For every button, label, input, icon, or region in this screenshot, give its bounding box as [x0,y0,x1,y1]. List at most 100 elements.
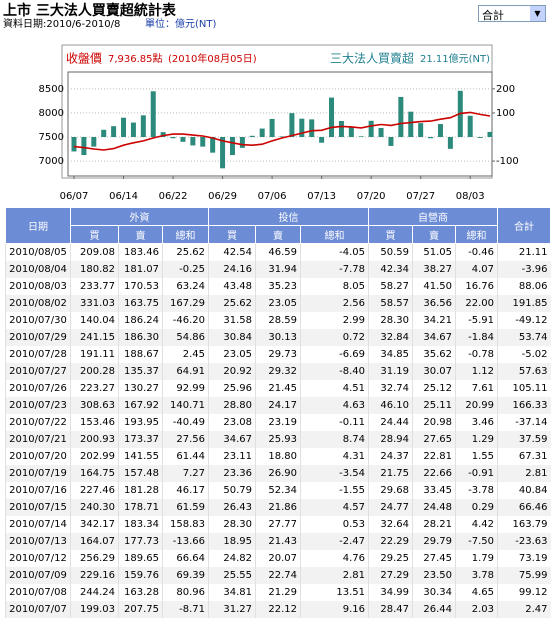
value-cell: 31.94 [255,261,301,278]
bar [229,137,235,156]
value-cell: 99.12 [497,584,551,601]
value-cell: 158.83 [162,516,209,533]
value-cell: -1.84 [454,329,498,346]
date-cell: 2010/07/21 [5,431,71,448]
value-cell: 34.21 [412,312,456,329]
bar [388,137,394,146]
bar [338,121,344,137]
date-range: 資料日期:2010/6-2010/8 [3,17,120,30]
value-cell: -7.50 [454,533,498,550]
value-cell: 199.03 [70,601,119,618]
value-cell: 26.43 [208,499,256,516]
value-cell: -3.78 [454,482,498,499]
value-cell: 140.04 [70,312,119,329]
value-cell: 31.19 [368,363,413,380]
bar [467,115,473,137]
date-cell: 2010/07/15 [5,499,71,516]
value-cell: 43.48 [208,278,256,295]
data-table: 日期 外資 投信 自營商 合計買賣總和買賣總和買賣總和 2010/08/05 209.08 1… [5,207,552,618]
select[interactable]: 合計 ▼ [478,5,546,22]
value-cell: 167.92 [118,397,163,414]
value-cell: 63.24 [162,278,209,295]
y-tick-label: 8500 [39,84,64,95]
value-cell: 24.48 [412,499,456,516]
bar [428,137,434,139]
value-cell: 202.99 [70,448,119,465]
value-cell: 25.55 [208,567,256,584]
value-cell: 223.27 [70,380,119,397]
select-value: 合計 [482,9,504,22]
bar [348,127,354,137]
table-row: 2010/08/04 180.82 181.07 -0.25 24.16 31.94 -7.… [5,261,551,278]
value-cell: 61.59 [162,499,209,516]
value-cell: 28.47 [368,601,413,618]
bar [269,118,275,137]
value-cell: 135.37 [118,363,163,380]
value-cell: 1.12 [454,363,498,380]
value-cell: 41.50 [412,278,456,295]
value-cell: -37.14 [497,414,551,431]
select-arrow[interactable]: ▼ [530,6,545,21]
value-cell: 16.76 [454,278,498,295]
value-cell: 27.45 [412,550,456,567]
x-tick-label: 06/29 [208,191,237,202]
value-cell: 80.96 [162,584,209,601]
value-cell: 46.59 [255,243,301,261]
value-cell: 229.16 [70,567,119,584]
value-cell: 170.53 [118,278,163,295]
value-cell: 20.99 [454,397,498,414]
value-cell: 0.72 [300,329,369,346]
value-cell: -5.02 [497,346,551,363]
value-cell: 244.24 [70,584,119,601]
sub-header: 買 [70,225,119,244]
value-cell: 3.46 [454,414,498,431]
value-cell: 30.34 [412,584,456,601]
value-cell: 28.59 [255,312,301,329]
value-cell: 207.75 [118,601,163,618]
value-cell: 7.61 [454,380,498,397]
x-tick-label: 07/27 [406,191,435,202]
value-cell: 69.39 [162,567,209,584]
value-cell: 28.94 [368,431,413,448]
bar [358,136,364,137]
bar [279,136,285,137]
value-cell: 186.30 [118,329,163,346]
value-cell: 2.47 [497,601,551,618]
value-cell: 24.17 [255,397,301,414]
bar [319,137,325,143]
bar [121,117,127,137]
value-cell: 191.11 [70,346,119,363]
value-cell: 141.55 [118,448,163,465]
value-cell: 42.34 [368,261,413,278]
table-row: 2010/07/20 202.99 141.55 61.44 23.11 18.80 4.3… [5,448,551,465]
x-tick-label: 07/06 [258,191,287,202]
value-cell: 308.63 [70,397,119,414]
value-cell: 342.17 [70,516,119,533]
value-cell: 28.80 [208,397,256,414]
bar [309,119,315,137]
value-cell: 29.68 [368,482,413,499]
sub-header: 總和 [162,225,209,244]
bar [329,97,335,137]
value-cell: 34.81 [208,584,256,601]
value-cell: 24.82 [208,550,256,567]
value-cell: 27.29 [368,567,413,584]
value-cell: -8.40 [300,363,369,380]
bar [210,137,216,153]
date-cell: 2010/08/05 [5,243,71,261]
date-cell: 2010/07/12 [5,550,71,567]
value-cell: 163.75 [118,295,163,312]
value-cell: -0.78 [454,346,498,363]
value-cell: 20.98 [412,414,456,431]
value-cell: -7.78 [300,261,369,278]
value-cell: 57.63 [497,363,551,380]
x-tick-label: 08/03 [456,191,485,202]
y-tick-label: 8000 [39,108,64,119]
value-cell: 75.99 [497,567,551,584]
value-cell: 140.71 [162,397,209,414]
bar [249,135,255,137]
date-cell: 2010/07/07 [5,601,71,618]
table-row: 2010/07/27 200.28 135.37 64.91 20.92 29.32 -8.… [5,363,551,380]
value-cell: -0.91 [454,465,498,482]
value-cell: 1.55 [454,448,498,465]
